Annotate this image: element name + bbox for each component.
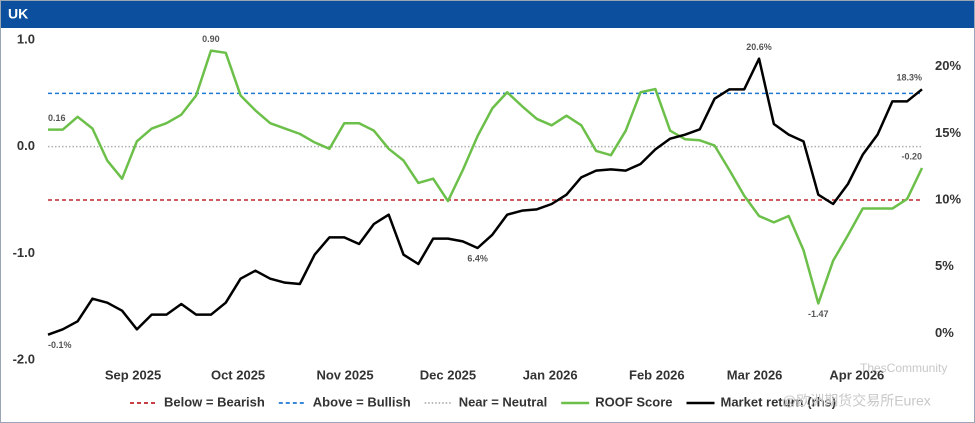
y-tick-label: 1.0 xyxy=(17,31,35,46)
y-tick-label: -1.0 xyxy=(13,245,35,260)
y2-tick-label: 0% xyxy=(935,325,954,340)
legend-label: Above = Bullish xyxy=(313,394,411,409)
data-label: 0.16 xyxy=(48,113,66,123)
legend-label: Near = Neutral xyxy=(459,394,548,409)
y2-tick-label: 15% xyxy=(935,125,961,140)
legend-label: Below = Bearish xyxy=(164,394,265,409)
x-tick-label: Sep 2025 xyxy=(105,367,161,382)
chart-title: UK xyxy=(8,6,28,22)
line-series xyxy=(48,49,924,305)
x-tick-label: Nov 2025 xyxy=(316,367,373,382)
y-tick-label: 0.0 xyxy=(17,138,35,153)
x-tick-label: Oct 2025 xyxy=(211,367,265,382)
y-tick-label: -2.0 xyxy=(13,351,35,366)
watermark: @欧洲期货交易所Eurex xyxy=(782,393,931,409)
x-tick-label: Dec 2025 xyxy=(420,367,476,382)
x-tick-label: Jan 2026 xyxy=(523,367,578,382)
data-label: 20.6% xyxy=(746,42,772,52)
legend-label: ROOF Score xyxy=(595,394,672,409)
data-label: 6.4% xyxy=(467,253,488,263)
header-bar xyxy=(1,1,974,28)
data-label: -0.1% xyxy=(48,340,72,350)
legend-label: Market return (rhs) xyxy=(721,394,837,409)
data-label: 0.90 xyxy=(202,34,220,44)
watermark: ThesCommunity xyxy=(860,361,947,375)
line-series xyxy=(47,57,923,336)
y2-tick-label: 10% xyxy=(935,191,961,206)
x-tick-label: Apr 2026 xyxy=(829,367,884,382)
y2-tick-label: 20% xyxy=(935,58,961,73)
x-tick-label: Feb 2026 xyxy=(629,367,685,382)
y2-tick-label: 5% xyxy=(935,258,954,273)
data-label: -1.47 xyxy=(808,309,829,319)
data-label: 18.3% xyxy=(896,73,922,83)
data-label: -0.20 xyxy=(901,151,922,161)
x-tick-label: Mar 2026 xyxy=(727,367,783,382)
